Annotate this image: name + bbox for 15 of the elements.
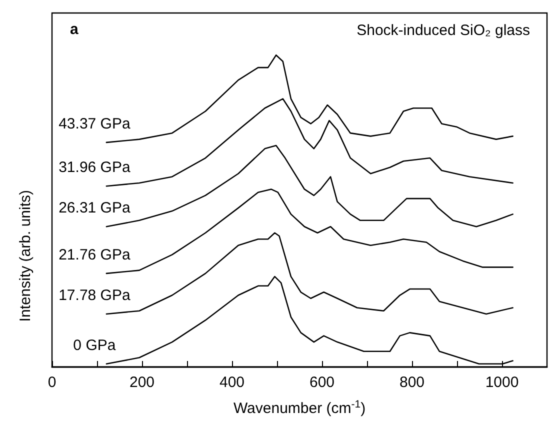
chart-title: Shock-induced SiO₂ glass [356,22,530,39]
x-tick-label: 400 [219,374,245,391]
x-tick-label: 1000 [485,374,519,391]
text: a [70,21,79,38]
series-label: 31.96 GPa [58,159,131,176]
x-tick-label: 200 [129,374,155,391]
x-tick-label: 0 [48,374,56,391]
x-tick-label: 800 [399,374,425,391]
x-tick-label: 600 [309,374,335,391]
series-label: 17.78 GPa [58,286,131,304]
series-label: 26.31 GPa [58,200,131,217]
series-label: 0 GPa [73,336,116,354]
series-label: 43.37 GPa [58,115,131,132]
y-axis-title: Intensity (arb. units) [17,190,34,322]
series-label: 21.76 GPa [58,246,131,264]
